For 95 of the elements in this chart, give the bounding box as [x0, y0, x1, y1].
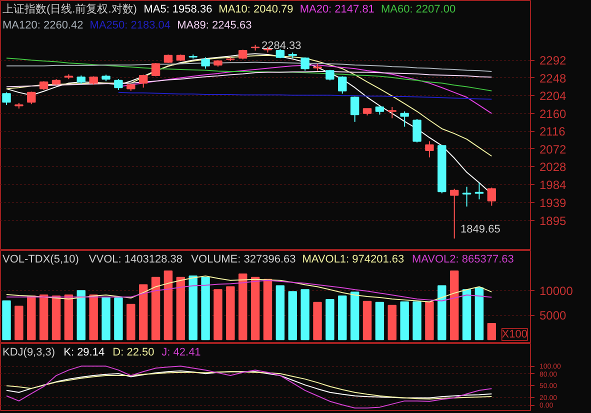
text: MA120: 2260.42 [2, 20, 84, 32]
bar [76, 290, 86, 340]
candlestick [350, 96, 360, 122]
annotation: 2284.33 [262, 40, 302, 52]
chart-title: VOL-TDX(5,10) [2, 254, 79, 266]
bar [39, 294, 48, 340]
line-series [6, 366, 492, 408]
chart-title: KDJ(9,3,3) [2, 346, 56, 358]
bar [474, 287, 484, 340]
line-series [6, 70, 492, 88]
bar [300, 289, 310, 340]
bar [313, 302, 322, 340]
bar [64, 294, 74, 340]
series-label: VOLUME: 327396.63 [191, 254, 296, 266]
candlestick [300, 56, 310, 72]
bar [114, 297, 123, 340]
bar [27, 296, 36, 340]
bar [450, 270, 459, 340]
bar [151, 276, 160, 340]
bar [438, 285, 446, 340]
text: MA5: 1958.36 [144, 4, 212, 16]
candlestick [388, 106, 396, 119]
line-series [6, 280, 492, 302]
bar [238, 273, 248, 340]
bar [89, 294, 98, 340]
y-tick-label: 2248 [540, 71, 567, 86]
bar [338, 296, 347, 340]
line-series [6, 275, 492, 302]
bar [362, 300, 372, 340]
candlestick [27, 91, 36, 105]
bar [126, 304, 136, 340]
y-tick-label: 2204 [540, 89, 567, 104]
text: MA10: 2040.79 [218, 4, 294, 16]
series-label: J: 42.41 [162, 346, 201, 358]
candlestick [487, 187, 496, 206]
y-tick-label: 2116 [540, 124, 566, 139]
text: MA60: 2207.00 [380, 4, 456, 16]
candlestick [138, 74, 148, 88]
bar [102, 296, 110, 340]
bar [276, 285, 285, 340]
annotation: VVOL: 1403128.38 [88, 254, 182, 266]
bar [263, 278, 272, 340]
y-tick-label: 1939 [540, 196, 567, 210]
line-series [6, 58, 492, 92]
bar [188, 275, 198, 340]
series-label: K: 29.14 [64, 346, 105, 358]
bar [52, 296, 61, 340]
line-series [6, 54, 492, 157]
bar [214, 289, 222, 340]
bar [138, 284, 148, 340]
bar [14, 306, 24, 340]
y-tick-label: 2028 [540, 160, 567, 174]
y-tick-label: 1895 [540, 214, 567, 228]
candlestick [450, 188, 459, 240]
bar [226, 286, 235, 340]
bar [388, 304, 396, 340]
bar [487, 323, 496, 340]
annotation: 1849.65 [460, 224, 500, 236]
y-tick-label: 2292 [540, 54, 567, 68]
y-axis-title: X100 [502, 328, 528, 340]
series-label: D: 22.50 [112, 346, 154, 358]
candlestick [2, 92, 11, 106]
bar [462, 289, 472, 340]
y-tick-label: 2072 [540, 142, 567, 156]
candlestick [151, 62, 160, 77]
bar [164, 270, 173, 340]
bar [425, 301, 434, 340]
series-label: MAVOL1: 974201.63 [302, 254, 404, 266]
candlestick [114, 78, 123, 91]
y-tick-label: 5000 [540, 308, 567, 323]
candlestick [238, 49, 248, 60]
bar [412, 301, 422, 340]
candlestick [412, 118, 422, 143]
text: MA20: 2147.81 [300, 4, 374, 16]
bar [201, 276, 210, 340]
bar [400, 301, 409, 340]
text: MA89: 2245.63 [177, 20, 252, 32]
bar [2, 300, 11, 340]
bar [250, 276, 260, 340]
bar [288, 291, 297, 340]
text: MAVOL2: 865377.63 [412, 254, 514, 266]
candlestick [425, 140, 434, 158]
bar [350, 292, 360, 340]
candlestick [400, 110, 409, 128]
candlestick [201, 56, 210, 70]
y-tick-label: 1984 [540, 178, 567, 192]
candlestick [462, 186, 472, 208]
bar [326, 298, 334, 340]
text: MA250: 2183.04 [90, 20, 171, 32]
bar [176, 276, 186, 340]
y-tick-label: 10000 [540, 284, 574, 298]
candlestick [338, 76, 347, 94]
chart-title: 上证指数(日线.前复权.对数) [2, 2, 137, 16]
bar [375, 302, 384, 340]
y-tick-label: 2160 [540, 106, 567, 121]
